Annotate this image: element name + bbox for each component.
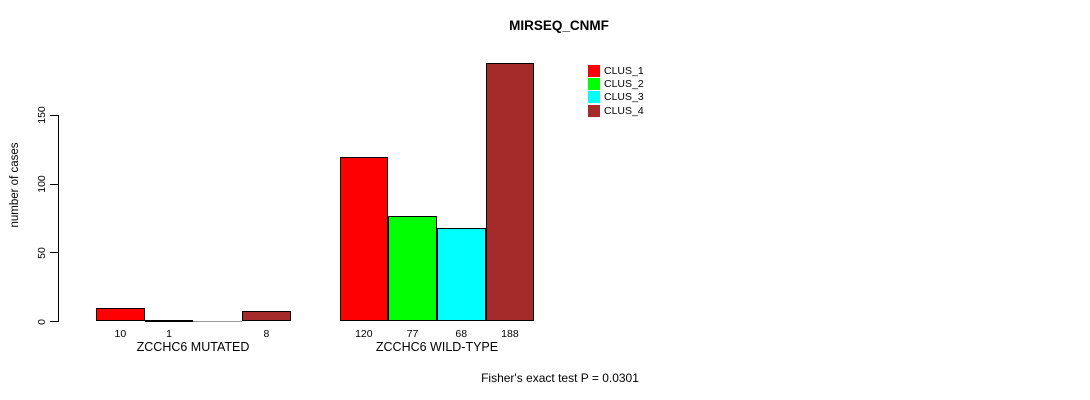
y-tick [50,321,59,322]
bar-clus_1-group1 [339,156,389,322]
bar-clus_4-group1 [485,63,535,322]
bar-clus_3-group0 [193,321,243,322]
bar-clus_2-group1 [388,215,437,322]
group-label-mutated: ZCCHC6 MUTATED [136,340,250,354]
y-tick-label: 0 [36,318,48,325]
bar-value-label: 77 [406,328,419,340]
fisher-test-annotation: Fisher's exact test P = 0.0301 [481,371,639,385]
legend-swatch-clus_3 [588,91,600,104]
bar-clus_2-group0 [144,320,194,323]
chart-title: MIRSEQ_CNMF [509,18,609,33]
y-tick [50,114,59,116]
bar-value-label: 120 [355,328,373,340]
y-tick-label: 100 [36,175,48,193]
bar-value-label: 1 [166,328,172,340]
legend-label: CLUS_3 [604,91,644,104]
bar-clus_1-group0 [96,307,145,322]
bar-value-label: 188 [501,328,519,340]
bar-value-label: 8 [263,328,270,340]
legend-swatch-clus_4 [588,104,600,117]
group-label-wild-type: ZCCHC6 WILD-TYPE [375,340,499,354]
legend-swatch-clus_1 [588,65,600,77]
y-tick-label: 50 [36,246,48,259]
bar-clus_3-group1 [436,228,486,322]
legend-label: CLUS_2 [604,78,644,91]
y-tick-label: 150 [36,106,48,125]
legend-label: CLUS_1 [604,65,644,77]
y-axis-line [58,115,59,322]
y-tick [50,183,59,185]
bar-clus_4-group0 [242,310,291,322]
bar-value-label: 68 [455,328,468,340]
y-axis-label: number of cases [9,142,21,228]
legend-label: CLUS_4 [604,104,644,117]
bar-value-label: 10 [114,328,127,340]
legend-swatch-clus_2 [588,78,600,91]
y-tick [50,252,59,254]
